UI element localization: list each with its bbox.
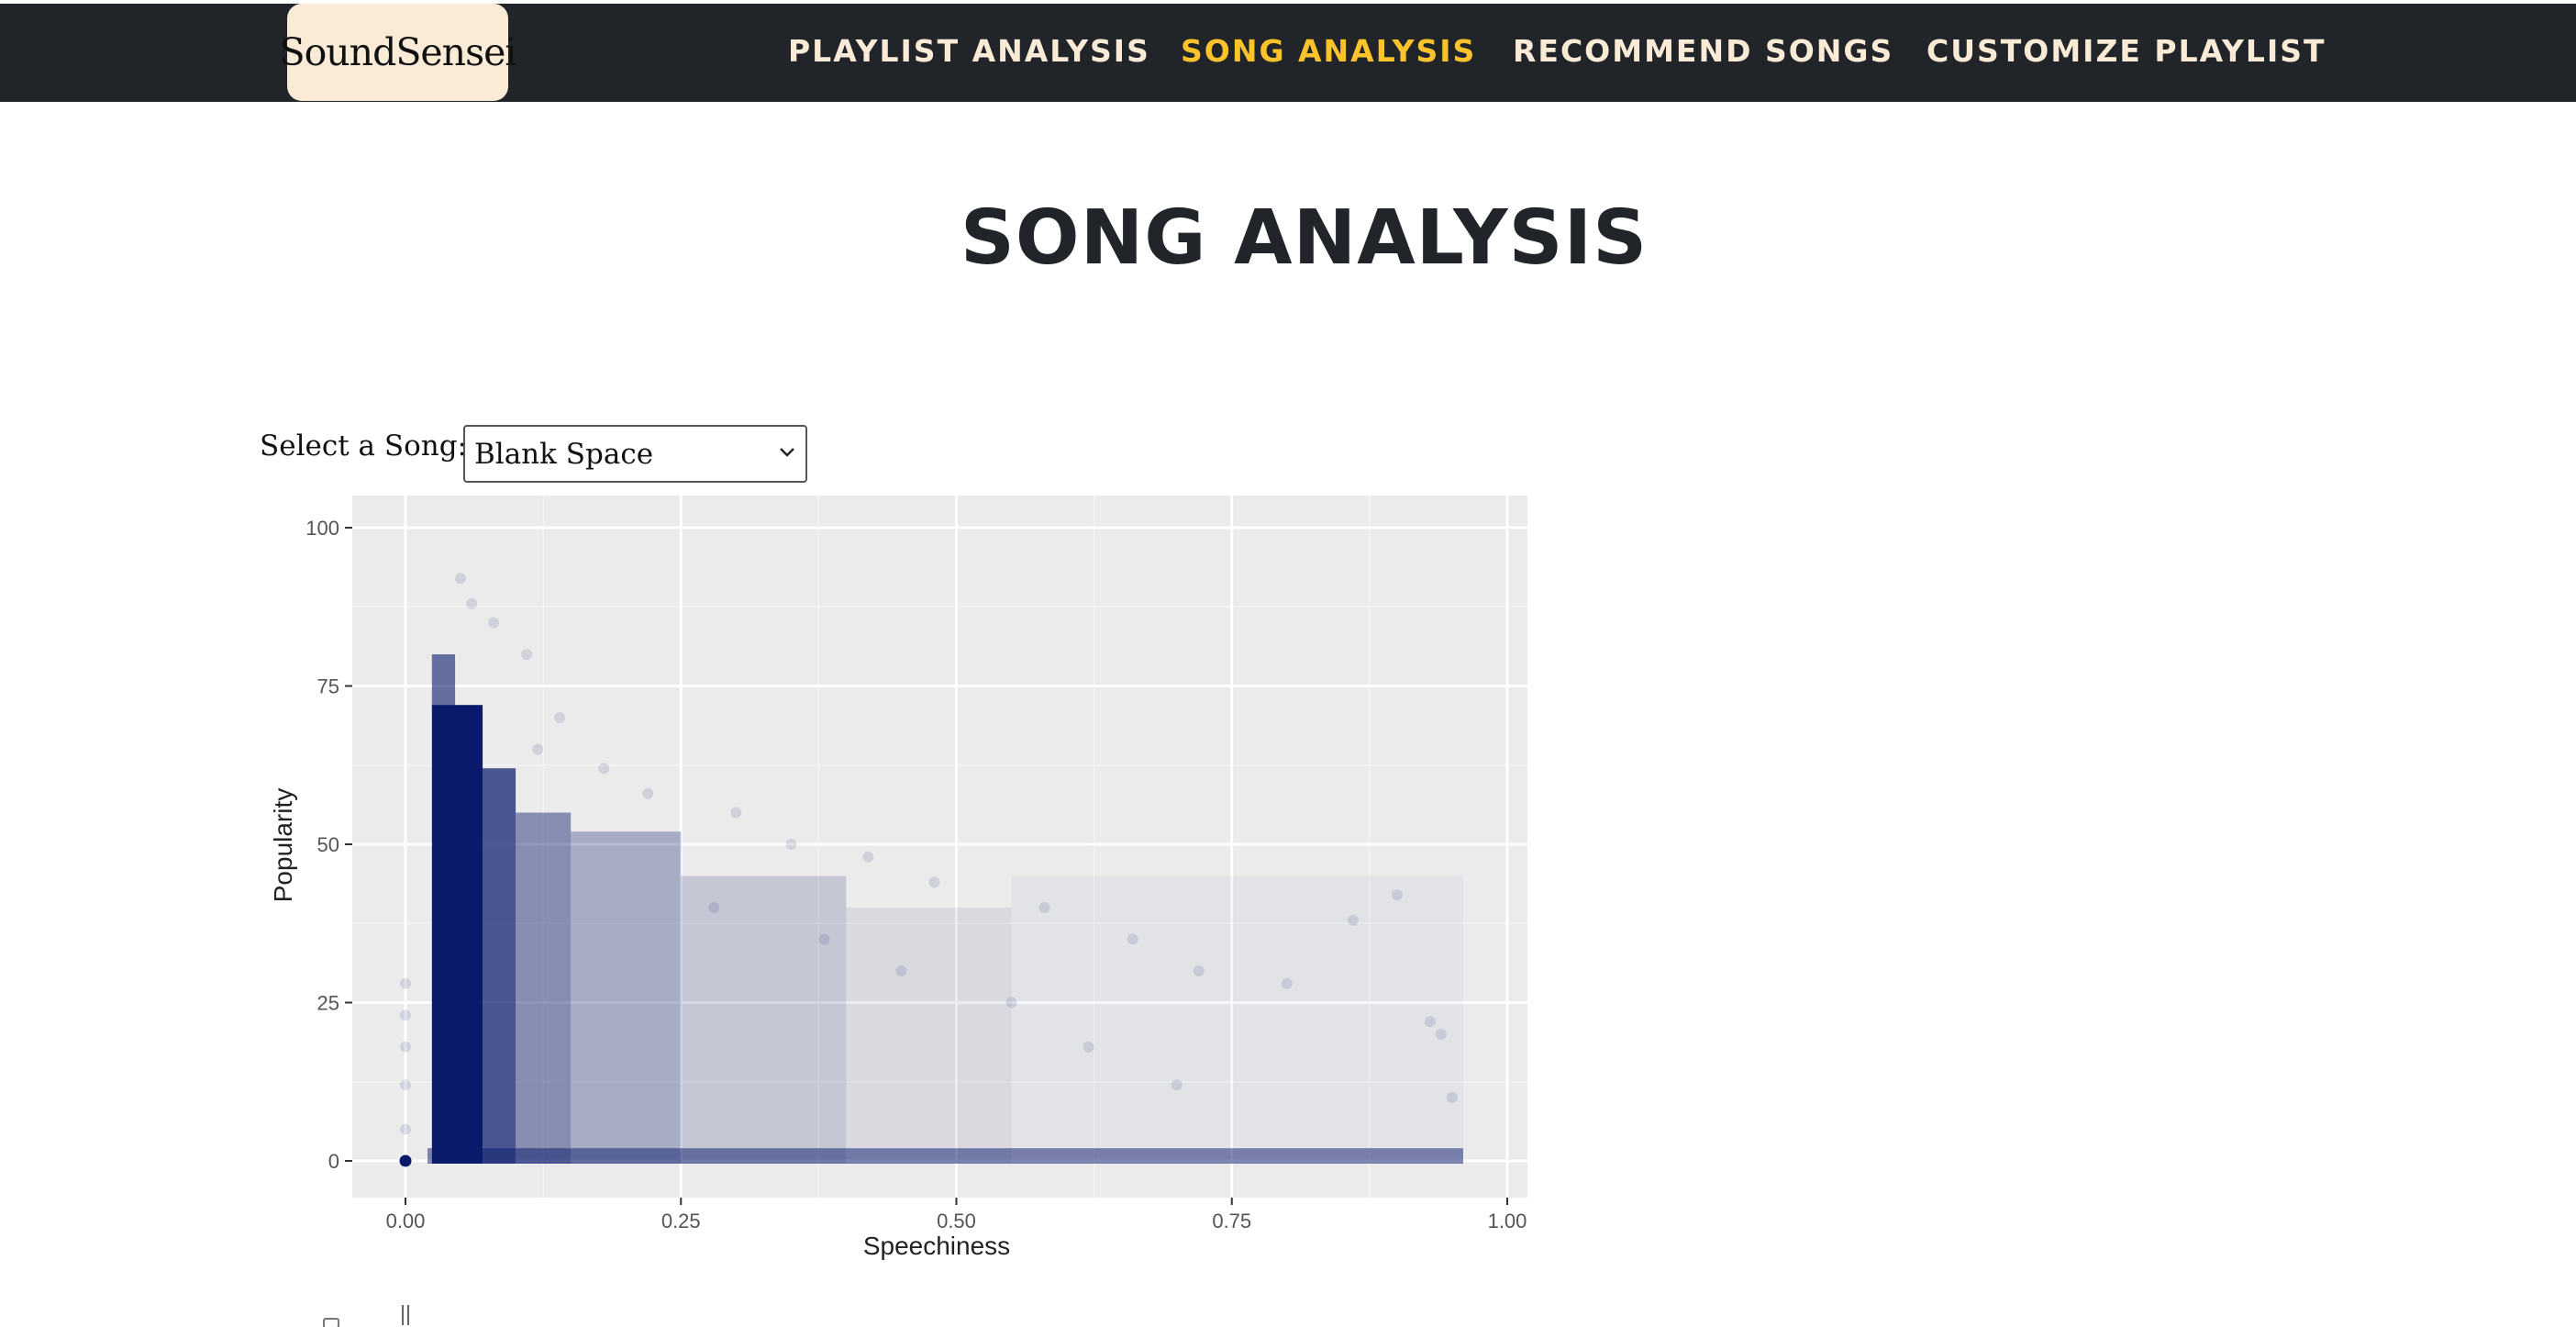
x-tick-label: 0.00 xyxy=(386,1210,426,1232)
density-band xyxy=(571,831,682,1164)
data-point xyxy=(532,743,544,755)
y-tick-label: 25 xyxy=(317,992,339,1015)
x-axis-title: Speechiness xyxy=(863,1232,1010,1260)
data-point xyxy=(1347,914,1359,926)
points-layer xyxy=(400,573,1458,1135)
density-layer xyxy=(427,654,1463,1164)
data-point xyxy=(1083,1041,1094,1053)
y-tick-label: 75 xyxy=(317,675,339,698)
highlight-layer xyxy=(399,1154,412,1167)
song-select-value: Blank Space xyxy=(474,438,654,471)
data-point xyxy=(1193,965,1205,976)
data-point xyxy=(400,977,411,989)
data-point xyxy=(1171,1079,1183,1091)
data-point xyxy=(1435,1029,1447,1040)
brand-logo[interactable]: SoundSensei xyxy=(280,4,517,101)
x-tick-label: 0.50 xyxy=(937,1210,976,1232)
data-point xyxy=(1038,902,1050,913)
density-band xyxy=(1012,876,1463,1165)
data-point xyxy=(400,1079,411,1091)
data-point xyxy=(466,597,478,609)
nav-link-customize-playlist[interactable]: CUSTOMIZE PLAYLIST xyxy=(1926,33,2326,69)
y-tick-label: 50 xyxy=(317,833,339,856)
selected-song-point xyxy=(399,1154,412,1167)
speechiness-popularity-scatter: 0.00 0.25 0.50 0.75 1.00 0 25 50 75 100 Speechin… xyxy=(269,496,1527,1260)
navbar: SoundSensei PLAYLIST ANALYSIS SONG ANALY… xyxy=(0,4,2576,102)
nav-link-song-analysis[interactable]: SONG ANALYSIS xyxy=(1181,33,1477,69)
y-tick-label: 100 xyxy=(305,517,339,540)
data-point xyxy=(862,851,874,863)
data-point xyxy=(730,807,742,819)
data-point xyxy=(1127,933,1138,945)
density-band xyxy=(427,1148,1463,1164)
data-point xyxy=(895,965,907,976)
density-band xyxy=(431,654,456,708)
data-point xyxy=(400,1123,411,1135)
data-point xyxy=(488,617,500,629)
page-title: SONG ANALYSIS xyxy=(960,195,1649,282)
nav-link-playlist-analysis[interactable]: PLAYLIST ANALYSIS xyxy=(788,33,1150,69)
data-point xyxy=(598,763,610,775)
checkbox-fragment[interactable] xyxy=(323,1318,339,1327)
x-axis-ticks: 0.00 0.25 0.50 0.75 1.00 xyxy=(386,1198,1527,1232)
density-band xyxy=(483,768,516,1164)
data-point xyxy=(1391,889,1403,901)
data-point xyxy=(928,876,940,888)
data-point xyxy=(521,649,533,660)
data-point xyxy=(818,933,830,945)
song-select-label: Select a Song: xyxy=(260,429,468,463)
grid-minor xyxy=(352,496,1527,1198)
nav-link-recommend-songs[interactable]: RECOMMEND SONGS xyxy=(1513,33,1894,69)
data-point xyxy=(708,902,720,913)
divider-fragment xyxy=(402,1305,409,1325)
x-tick-label: 1.00 xyxy=(1488,1210,1527,1232)
data-point xyxy=(554,712,566,723)
density-band xyxy=(431,705,483,1164)
data-point xyxy=(400,1009,411,1021)
song-select[interactable]: Blank Space xyxy=(463,425,807,483)
x-tick-label: 0.25 xyxy=(661,1210,701,1232)
y-tick-label: 0 xyxy=(328,1150,339,1173)
density-band xyxy=(681,875,847,1164)
plot-panel xyxy=(352,496,1527,1198)
chevron-down-icon xyxy=(778,445,796,463)
density-band xyxy=(516,812,572,1164)
y-axis-title: Popularity xyxy=(269,788,297,903)
data-point xyxy=(1424,1016,1436,1028)
data-point xyxy=(1005,997,1017,1009)
data-point xyxy=(1281,977,1293,989)
data-point xyxy=(785,839,797,850)
data-point xyxy=(642,787,654,799)
data-point xyxy=(1446,1092,1458,1103)
x-tick-label: 0.75 xyxy=(1212,1210,1251,1232)
y-axis-ticks: 0 25 50 75 100 xyxy=(305,517,352,1173)
data-point xyxy=(400,1041,411,1053)
data-point xyxy=(455,573,467,585)
density-band xyxy=(846,908,1012,1164)
